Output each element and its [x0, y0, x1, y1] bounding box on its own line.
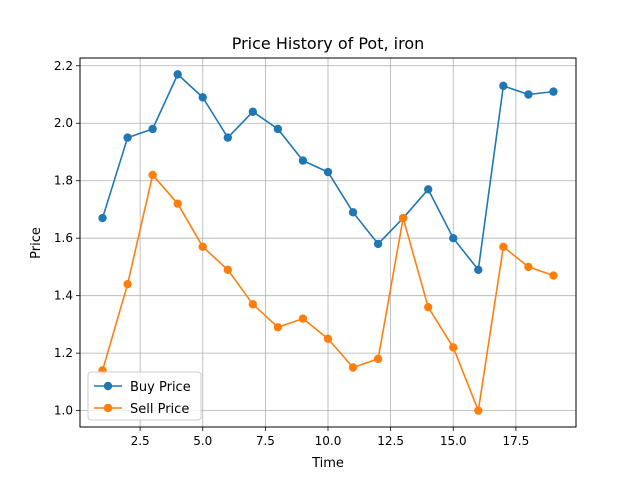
- buy-price-point: [123, 133, 132, 142]
- buy-price-point: [449, 233, 458, 243]
- y-tick-label: 2.2: [54, 59, 73, 73]
- buy-price-point: [348, 208, 358, 217]
- x-tick-label: 7.5: [256, 434, 275, 448]
- legend-sell-price-label: Sell Price: [130, 402, 189, 417]
- buy-price-point: [248, 107, 258, 116]
- sell-price-point: [524, 262, 533, 272]
- sell-price-point: [474, 406, 483, 415]
- sell-price-point: [449, 343, 458, 352]
- legend-sell-price-marker: [103, 403, 113, 413]
- sell-price-point: [549, 271, 558, 280]
- y-tick-label: 1.6: [54, 231, 73, 245]
- x-tick-label: 17.5: [503, 434, 530, 448]
- sell-price-point: [499, 242, 508, 252]
- buy-price-point: [98, 213, 107, 223]
- x-tick-label: 5.0: [193, 434, 212, 448]
- buy-price-point: [173, 70, 182, 79]
- buy-price-point: [524, 90, 533, 99]
- legend-buy-price-label: Buy Price: [130, 380, 191, 395]
- sell-price-point: [198, 242, 207, 252]
- sell-price-point: [223, 265, 232, 275]
- axis-ticks: 2.5 5.0 7.5 10.0 12.5 15.0 17.5 1.0 1.2 1.4 1.6 1.8…: [54, 59, 529, 448]
- y-axis-label: Price: [29, 227, 44, 259]
- sell-price-point: [398, 213, 408, 223]
- sell-price-point: [173, 199, 182, 208]
- x-tick-label: 12.5: [377, 434, 404, 448]
- buy-price-point: [373, 239, 383, 249]
- sell-price-point: [424, 302, 433, 312]
- sell-price-point: [148, 170, 157, 180]
- y-tick-label: 1.8: [54, 174, 73, 188]
- y-tick-label: 1.4: [54, 289, 73, 303]
- x-tick-label: 2.5: [131, 434, 150, 448]
- x-axis-label: Time: [311, 456, 344, 471]
- buy-price-point: [549, 87, 558, 96]
- sell-price-point: [123, 279, 132, 289]
- buy-price-point: [474, 265, 483, 275]
- y-tick-label: 2.0: [54, 116, 73, 130]
- x-tick-label: 10.0: [315, 434, 342, 448]
- sell-price-point: [323, 334, 333, 343]
- buy-price-point: [198, 93, 207, 102]
- buy-price-point: [424, 185, 433, 194]
- series-layer: [98, 70, 558, 415]
- buy-price-point: [223, 133, 232, 142]
- sell-price-point: [248, 300, 258, 309]
- sell-price-point: [273, 323, 283, 332]
- x-tick-label: 15.0: [440, 434, 467, 448]
- legend-buy-price-marker: [103, 381, 113, 391]
- buy-price-point: [298, 156, 308, 165]
- buy-price-point: [273, 124, 283, 134]
- legend: Buy Price Sell Price: [87, 371, 202, 421]
- y-tick-label: 1.0: [54, 404, 73, 418]
- buy-price-point: [148, 124, 157, 134]
- chart-title: Price History of Pot, iron: [232, 34, 425, 53]
- y-tick-label: 1.2: [54, 346, 73, 360]
- sell-price-point: [373, 354, 383, 364]
- buy-price-point: [499, 81, 508, 91]
- sell-price-point: [348, 363, 358, 372]
- sell-price-point: [298, 314, 308, 323]
- buy-price-point: [323, 167, 333, 177]
